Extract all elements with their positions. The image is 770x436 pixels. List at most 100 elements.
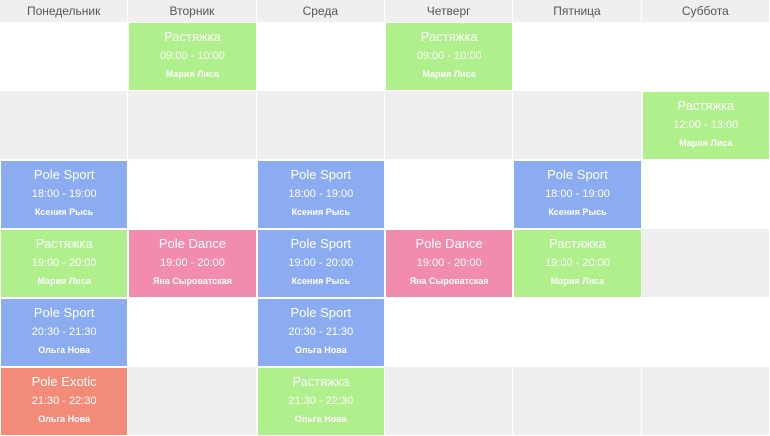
schedule-cell: [128, 91, 257, 160]
schedule-cell: [128, 160, 257, 229]
schedule-cell: [641, 298, 770, 367]
class-trainer: Ольга Нова: [38, 345, 91, 355]
class-trainer: Мария Лиса: [550, 276, 605, 286]
class-time: 09:00 - 10:00: [416, 50, 482, 62]
schedule-cell: [641, 22, 770, 91]
day-header: Вторник: [128, 0, 257, 22]
class-trainer: Яна Сыроватская: [409, 276, 489, 286]
schedule-cell: [384, 367, 514, 436]
class-time: 21:30 - 22:30: [288, 395, 354, 407]
schedule-cell: Pole Exotic 21:30 - 22:30 Ольга Нова: [0, 367, 129, 436]
class-card[interactable]: Растяжка 09:00 - 10:00 Мария Лиса: [384, 22, 513, 90]
class-card[interactable]: Растяжка 09:00 - 10:00 Мария Лиса: [128, 22, 256, 90]
schedule-cell: Растяжка 19:00 - 20:00 Мария Лиса: [0, 229, 129, 298]
class-time: 19:00 - 20:00: [545, 257, 610, 269]
class-trainer: Ксения Рысь: [548, 207, 607, 217]
day-header: Пятница: [513, 0, 642, 22]
class-card[interactable]: Pole Dance 19:00 - 20:00 Яна Сыроватская: [384, 229, 513, 297]
schedule-cell: Растяжка 12:00 - 13:00 Мария Лиса: [641, 91, 770, 160]
schedule-cell: [256, 22, 385, 91]
schedule-cell: Pole Sport 20:30 - 21:30 Ольга Нова: [256, 298, 385, 367]
class-time: 20:30 - 21:30: [31, 326, 97, 338]
schedule-cell: [513, 22, 642, 91]
class-title: Растяжка: [549, 236, 606, 251]
schedule-cell: [513, 91, 642, 160]
class-time: 19:00 - 20:00: [31, 257, 97, 269]
class-trainer: Мария Лиса: [422, 69, 476, 79]
class-title: Растяжка: [420, 29, 478, 44]
class-title: Pole Dance: [415, 236, 483, 251]
class-card[interactable]: Pole Sport 18:00 - 19:00 Ксения Рысь: [0, 160, 128, 228]
class-time: 19:00 - 20:00: [288, 257, 354, 269]
schedule-cell: Растяжка 09:00 - 10:00 Мария Лиса: [128, 22, 257, 91]
class-time: 20:30 - 21:30: [288, 326, 354, 338]
class-title: Pole Dance: [158, 236, 227, 251]
schedule-cell: [641, 367, 770, 436]
class-card[interactable]: Растяжка 19:00 - 20:00 Мария Лиса: [0, 229, 128, 297]
schedule-cell: Pole Sport 18:00 - 19:00 Ксения Рысь: [0, 160, 129, 229]
schedule-cell: [128, 367, 257, 436]
schedule-cell: [0, 22, 129, 91]
schedule-cell: [384, 298, 514, 367]
class-trainer: Ольга Нова: [38, 414, 91, 424]
schedule-cell: Pole Sport 18:00 - 19:00 Ксения Рысь: [513, 160, 642, 229]
schedule-cell: Pole Dance 19:00 - 20:00 Яна Сыроватская: [384, 229, 514, 298]
class-trainer: Ксения Рысь: [291, 276, 350, 286]
class-title: Pole Sport: [290, 167, 352, 182]
schedule-cell: Pole Dance 19:00 - 20:00 Яна Сыроватская: [128, 229, 257, 298]
schedule-cell: Pole Sport 20:30 - 21:30 Ольга Нова: [0, 298, 129, 367]
class-card[interactable]: Pole Sport 20:30 - 21:30 Ольга Нова: [0, 298, 128, 366]
class-trainer: Ксения Рысь: [34, 207, 94, 217]
class-card[interactable]: Pole Sport 18:00 - 19:00 Ксения Рысь: [513, 160, 641, 228]
schedule-cell: [641, 229, 770, 298]
class-title: Pole Sport: [290, 305, 352, 320]
class-time: 09:00 - 10:00: [160, 50, 225, 62]
schedule-cell: Растяжка 09:00 - 10:00 Мария Лиса: [384, 22, 514, 91]
schedule-cell: [641, 160, 770, 229]
class-title: Растяжка: [677, 98, 735, 113]
class-title: Pole Sport: [33, 305, 95, 320]
schedule-cell: [513, 298, 642, 367]
day-header: Понедельник: [0, 0, 129, 22]
schedule-cell: Pole Sport 19:00 - 20:00 Ксения Рысь: [256, 229, 385, 298]
class-time: 18:00 - 19:00: [545, 188, 610, 200]
class-title: Растяжка: [35, 236, 93, 251]
class-time: 19:00 - 20:00: [416, 257, 482, 269]
schedule-cell: Растяжка 21:30 - 22:30 Ольга Нова: [256, 367, 385, 436]
class-trainer: Яна Сыроватская: [152, 276, 233, 286]
class-card[interactable]: Растяжка 19:00 - 20:00 Мария Лиса: [513, 229, 641, 297]
class-title: Растяжка: [164, 29, 221, 44]
schedule-cell: [384, 91, 514, 160]
class-time: 21:30 - 22:30: [31, 395, 97, 407]
class-time: 19:00 - 20:00: [160, 257, 225, 269]
class-title: Pole Sport: [33, 167, 95, 182]
schedule-cell: Растяжка 19:00 - 20:00 Мария Лиса: [513, 229, 642, 298]
schedule-cell: [128, 298, 257, 367]
class-title: Pole Sport: [547, 167, 608, 182]
day-header: Среда: [256, 0, 385, 22]
class-card[interactable]: Растяжка 21:30 - 22:30 Ольга Нова: [256, 367, 384, 435]
class-trainer: Ольга Нова: [294, 414, 347, 424]
schedule-cell: [0, 91, 129, 160]
class-card[interactable]: Pole Dance 19:00 - 20:00 Яна Сыроватская: [128, 229, 256, 297]
class-trainer: Ольга Нова: [294, 345, 347, 355]
class-trainer: Мария Лиса: [679, 138, 733, 148]
class-card[interactable]: Pole Sport 19:00 - 20:00 Ксения Рысь: [256, 229, 384, 297]
schedule-cell: [384, 160, 514, 229]
schedule-cell: [256, 91, 385, 160]
class-card[interactable]: Растяжка 12:00 - 13:00 Мария Лиса: [641, 91, 769, 159]
class-card[interactable]: Pole Sport 20:30 - 21:30 Ольга Нова: [256, 298, 384, 366]
class-time: 18:00 - 19:00: [288, 188, 354, 200]
class-time: 12:00 - 13:00: [673, 119, 739, 131]
schedule-cell: Pole Sport 18:00 - 19:00 Ксения Рысь: [256, 160, 385, 229]
class-trainer: Мария Лиса: [37, 276, 91, 286]
class-trainer: Ксения Рысь: [291, 207, 350, 217]
day-header: Четверг: [384, 0, 514, 22]
day-header: Суббота: [641, 0, 770, 22]
class-card[interactable]: Pole Sport 18:00 - 19:00 Ксения Рысь: [256, 160, 384, 228]
class-card[interactable]: Pole Exotic 21:30 - 22:30 Ольга Нова: [0, 367, 128, 435]
class-trainer: Мария Лиса: [165, 69, 220, 79]
schedule-cell: [513, 367, 642, 436]
class-title: Pole Sport: [290, 236, 352, 251]
